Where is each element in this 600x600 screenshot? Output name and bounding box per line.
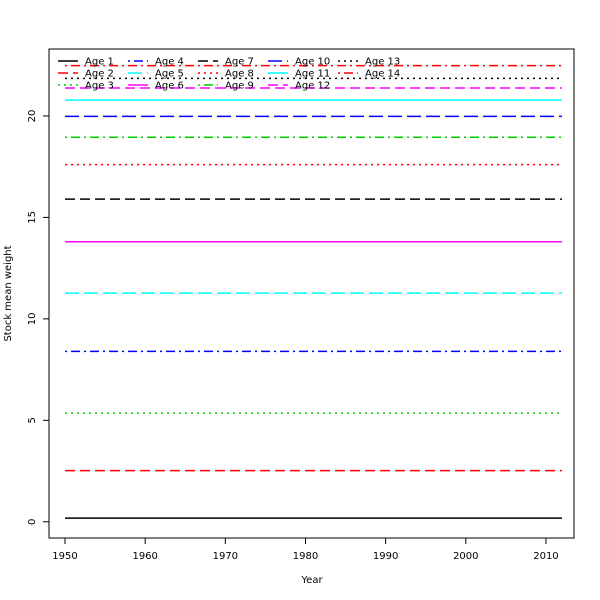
x-tick-label: 2000 <box>453 551 478 562</box>
y-axis-label: Stock mean weight <box>3 245 14 341</box>
legend-label: Age 4 <box>155 57 184 68</box>
legend-label: Age 5 <box>155 69 184 80</box>
x-axis: 1950 1960 1970 1980 1990 2000 2010 <box>52 537 559 562</box>
x-tick-label: 2010 <box>533 551 558 562</box>
y-axis: 0 5 10 15 20 <box>27 110 50 525</box>
legend-label: Age 11 <box>295 69 330 80</box>
x-tick-label: 1960 <box>132 551 157 562</box>
legend-label: Age 2 <box>85 69 114 80</box>
x-tick-label: 1990 <box>373 551 398 562</box>
y-tick-label: 10 <box>27 312 38 325</box>
y-tick-label: 20 <box>27 110 38 123</box>
y-tick-label: 5 <box>27 417 38 423</box>
legend-label: Age 6 <box>155 81 184 92</box>
y-tick-label: 0 <box>27 519 38 525</box>
legend-label: Age 1 <box>85 57 114 68</box>
legend-label: Age 14 <box>365 69 400 80</box>
legend-label: Age 10 <box>295 57 330 68</box>
series-lines <box>65 64 562 519</box>
x-axis-label: Year <box>300 575 323 586</box>
legend-label: Age 9 <box>225 81 254 92</box>
legend-label: Age 12 <box>295 81 330 92</box>
y-tick-label: 15 <box>27 211 38 224</box>
legend-label: Age 13 <box>365 57 400 68</box>
x-tick-label: 1970 <box>213 551 238 562</box>
legend-label: Age 7 <box>225 57 254 68</box>
x-tick-label: 1980 <box>293 551 318 562</box>
x-tick-label: 1950 <box>52 551 77 562</box>
legend-label: Age 8 <box>225 69 254 80</box>
legend-label: Age 3 <box>85 81 114 92</box>
